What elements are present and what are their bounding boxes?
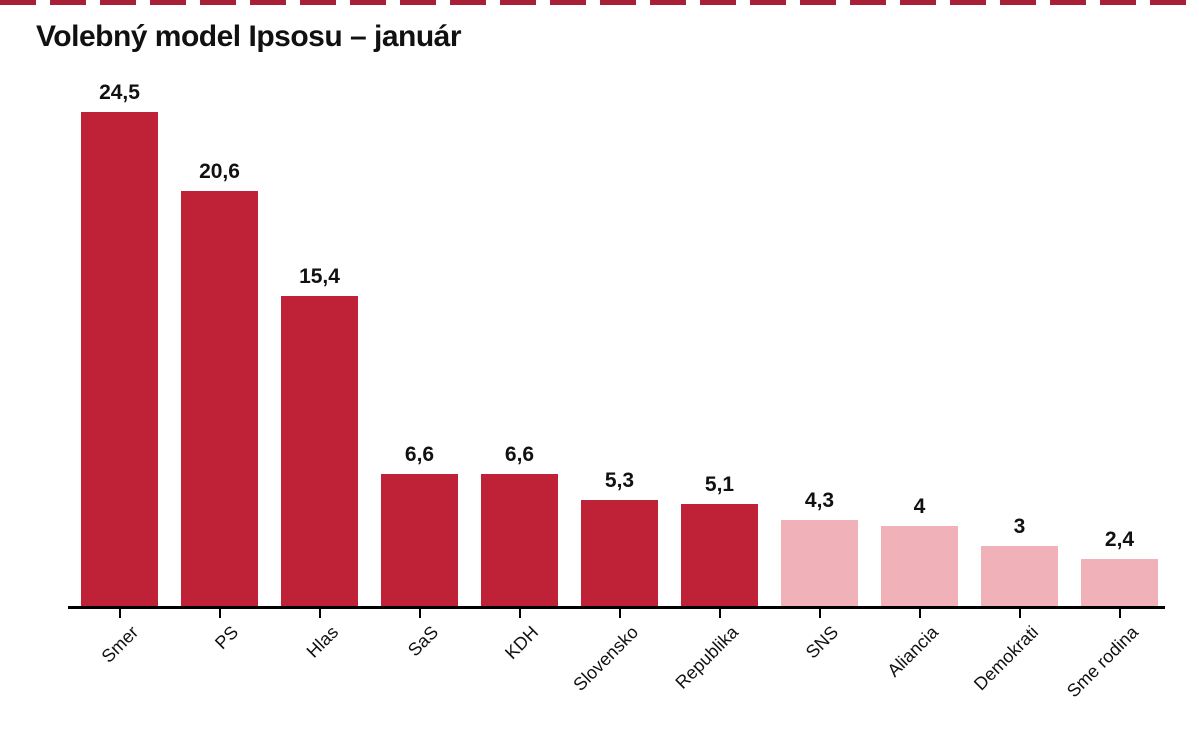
bar bbox=[681, 504, 758, 607]
bar bbox=[781, 520, 858, 607]
x-axis-category-label: SNS bbox=[801, 622, 842, 663]
x-axis-tick bbox=[118, 609, 121, 618]
bar-value-label: 2,4 bbox=[1104, 528, 1135, 551]
bar-value-label: 4 bbox=[913, 495, 926, 518]
x-axis-tick bbox=[918, 609, 921, 618]
bar bbox=[581, 500, 658, 607]
x-axis-tick bbox=[1118, 609, 1121, 618]
x-axis-tick bbox=[218, 609, 221, 618]
bar bbox=[281, 296, 358, 607]
bar-value-label: 20,6 bbox=[199, 160, 240, 183]
x-axis-tick bbox=[618, 609, 621, 618]
x-axis-category-label: Demokrati bbox=[969, 622, 1042, 695]
x-axis-tick bbox=[1018, 609, 1021, 618]
x-axis-category-label: Smer bbox=[97, 622, 142, 667]
bar bbox=[181, 191, 258, 607]
bar-value-label: 4,3 bbox=[804, 489, 835, 512]
bar-value-label: 6,6 bbox=[504, 443, 535, 466]
bar bbox=[881, 526, 958, 607]
x-axis-category-label: Slovensko bbox=[568, 622, 642, 695]
bar bbox=[481, 474, 558, 607]
bar bbox=[981, 546, 1058, 607]
x-axis-category-label: KDH bbox=[500, 622, 542, 664]
bar-value-label: 6,6 bbox=[404, 443, 435, 466]
x-axis-tick bbox=[518, 609, 521, 618]
bar-value-label: 24,5 bbox=[99, 81, 140, 104]
x-axis-category-label: Aliancia bbox=[882, 622, 942, 681]
x-axis-category-label: SaS bbox=[403, 622, 442, 661]
x-axis-category-label: Sme rodina bbox=[1062, 622, 1142, 702]
x-axis-tick bbox=[318, 609, 321, 618]
chart-title: Volebný model Ipsosu – január bbox=[36, 20, 462, 53]
bar bbox=[1081, 559, 1158, 607]
x-axis-tick bbox=[818, 609, 821, 618]
bar bbox=[81, 112, 158, 607]
x-axis-category-label: Republika bbox=[670, 622, 742, 693]
x-axis-category-label: Hlas bbox=[302, 622, 342, 662]
x-axis-tick bbox=[718, 609, 721, 618]
top-dashed-line bbox=[0, 0, 1199, 5]
bar-value-label: 5,3 bbox=[604, 469, 635, 492]
x-axis-category-label: PS bbox=[210, 622, 242, 654]
bar-value-label: 15,4 bbox=[299, 265, 340, 288]
bar bbox=[381, 474, 458, 607]
bar-value-label: 5,1 bbox=[704, 473, 735, 496]
x-axis-tick bbox=[418, 609, 421, 618]
x-axis-line bbox=[68, 606, 1165, 609]
bar-value-label: 3 bbox=[1013, 515, 1026, 538]
